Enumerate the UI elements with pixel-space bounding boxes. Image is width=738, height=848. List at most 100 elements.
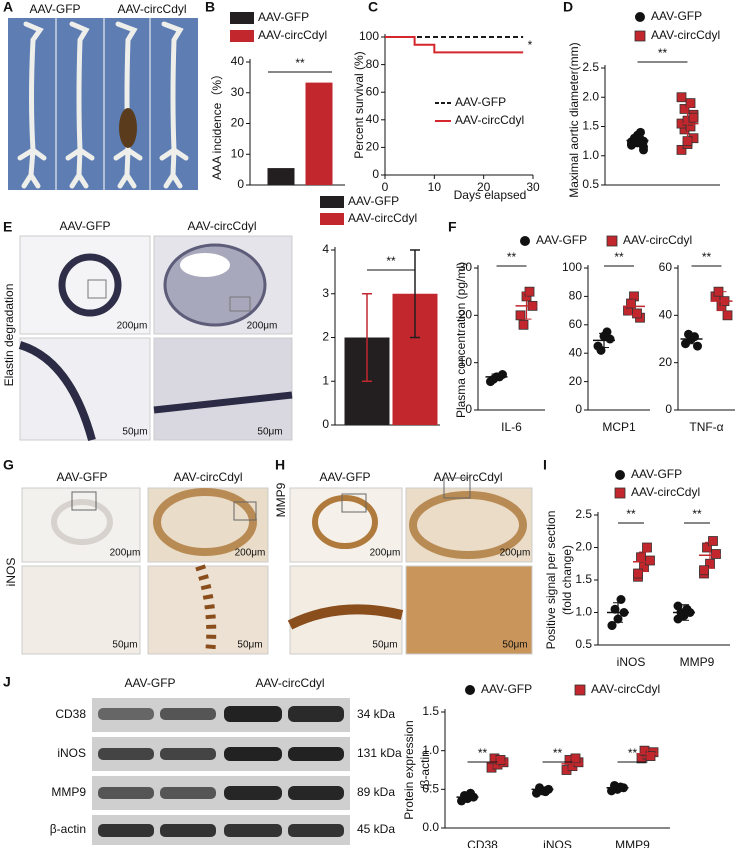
panel-letter: I bbox=[543, 457, 547, 473]
x-tick-label: 0 bbox=[382, 180, 389, 194]
vessel bbox=[409, 491, 527, 559]
y-tick-label: 3 bbox=[322, 286, 329, 300]
y-tick-label: 40 bbox=[659, 308, 673, 322]
y-tick-label: 30 bbox=[459, 260, 473, 274]
panel-letters: A B C D E F G H I J bbox=[3, 0, 573, 690]
legend-swatch bbox=[520, 236, 530, 246]
photo-panel-a: AAV-GFP AAV-circCdyl bbox=[8, 2, 198, 190]
y-tick-label: 2.0 bbox=[575, 540, 592, 554]
line bbox=[385, 36, 524, 54]
x-tick-label: CD38 bbox=[467, 838, 498, 848]
legend-swatch bbox=[614, 487, 626, 499]
y-tick-label: 0 bbox=[575, 402, 582, 416]
photo-panel-g: AAV-GFP AAV-circCdyl iNOS 200μm 200μm 50… bbox=[4, 470, 269, 655]
vessel bbox=[51, 499, 113, 545]
bar bbox=[305, 82, 333, 185]
blot-row-label: CD38 bbox=[55, 707, 86, 721]
side-label: MMP9 bbox=[274, 482, 288, 517]
legend-label: AAV-GFP bbox=[631, 467, 682, 481]
y-tick-label: 30 bbox=[231, 85, 245, 99]
data-point bbox=[693, 341, 702, 351]
y-tick-label: 0 bbox=[237, 177, 244, 191]
y-tick-label: 2.0 bbox=[582, 89, 599, 103]
x-tick-label: 10 bbox=[428, 180, 442, 194]
panel-letter: F bbox=[448, 219, 457, 235]
bar bbox=[267, 168, 295, 185]
y-axis-label: (fold change) bbox=[560, 545, 574, 615]
data-point bbox=[515, 310, 526, 321]
panel-letter: J bbox=[3, 674, 11, 690]
photo-panel-h: AAV-GFP AAV-circCdyl MMP9 200μm 200μm 50… bbox=[274, 470, 533, 655]
group-label: AAV-GFP bbox=[29, 2, 80, 16]
photo bbox=[19, 235, 151, 335]
x-tick-label: 30 bbox=[526, 180, 540, 194]
y-tick-label: 40 bbox=[569, 345, 583, 359]
legend-label: AAV-circCdyl bbox=[651, 28, 720, 42]
zoom-box bbox=[443, 477, 471, 499]
y-tick-label: 10 bbox=[459, 355, 473, 369]
significance-label: ** bbox=[702, 250, 712, 264]
y-tick-label: 20 bbox=[366, 140, 380, 154]
blot-bands bbox=[98, 706, 344, 837]
y-tick-label: 1.5 bbox=[422, 704, 439, 718]
y-tick-label: 80 bbox=[366, 57, 380, 71]
panel-letter: A bbox=[3, 0, 13, 15]
vessel bbox=[312, 495, 378, 549]
group-label: AAV-GFP bbox=[56, 470, 107, 484]
x-tick-label: IL-6 bbox=[501, 420, 522, 434]
x-tick-label: MMP9 bbox=[680, 655, 715, 669]
y-tick-label: 100 bbox=[562, 260, 582, 274]
legend-label: AAV-circCdyl bbox=[591, 682, 660, 696]
legend-label: AAV-circCdyl bbox=[348, 211, 417, 225]
y-axis-label: Positive signal per section bbox=[544, 511, 558, 650]
y-tick-label: 1.5 bbox=[575, 572, 592, 586]
scale-bar: 200μm bbox=[370, 548, 401, 559]
photo-panel-e: AAV-GFP AAV-circCdyl Elastin degradation… bbox=[2, 219, 293, 442]
panel-letter: C bbox=[368, 0, 378, 15]
legend-label: AAV-circCdyl bbox=[623, 233, 692, 247]
data-point bbox=[673, 601, 683, 611]
data-point bbox=[685, 98, 696, 108]
legend-label: AAV-GFP bbox=[348, 194, 399, 208]
data-point bbox=[711, 549, 721, 559]
legend-label: AAV-GFP bbox=[536, 233, 587, 247]
y-tick-label: 20 bbox=[231, 116, 245, 130]
legend-label: AAV-circCdyl bbox=[258, 28, 327, 42]
aortas bbox=[17, 21, 189, 189]
y-axis-label: Maximal aortic diameter(mm) bbox=[567, 42, 581, 197]
scale-bar: 50μm bbox=[237, 640, 262, 651]
x-axis-label: Days elapsed bbox=[454, 188, 527, 202]
significance-label: ** bbox=[626, 507, 636, 521]
y-tick-label: 1.0 bbox=[582, 148, 599, 162]
stain bbox=[287, 604, 404, 630]
data-point bbox=[699, 565, 709, 576]
group-label: AAV-circCdyl bbox=[433, 470, 502, 484]
scale-bar: 200μm bbox=[117, 321, 148, 332]
significance-label: ** bbox=[628, 746, 638, 760]
data-point bbox=[466, 788, 475, 798]
y-tick-label: 0.5 bbox=[582, 177, 599, 191]
group-label: AAV-GFP bbox=[319, 470, 370, 484]
blot-size-label: 34 kDa bbox=[357, 707, 395, 721]
data-point bbox=[645, 751, 656, 761]
group-label: AAV-GFP bbox=[59, 219, 110, 233]
y-tick-label: 1.0 bbox=[422, 743, 439, 757]
y-tick-label: 0.0 bbox=[422, 820, 439, 834]
data-point bbox=[708, 536, 718, 546]
y-tick-label: 4 bbox=[322, 242, 329, 256]
y-tick-label: 10 bbox=[231, 146, 245, 160]
legend-swatch bbox=[615, 470, 625, 480]
data-point bbox=[722, 310, 733, 321]
data-point bbox=[639, 745, 650, 756]
vessel-wall bbox=[153, 391, 293, 414]
data-point bbox=[642, 542, 652, 553]
zoom-box bbox=[341, 493, 367, 513]
y-tick-label: 2.5 bbox=[582, 60, 599, 74]
data-point bbox=[616, 782, 625, 792]
y-tick-label: 20 bbox=[459, 308, 473, 322]
scale-bar: 50μm bbox=[257, 427, 282, 438]
y-tick-label: 2 bbox=[322, 330, 329, 344]
significance-label: ** bbox=[386, 254, 396, 268]
y-tick-label: 60 bbox=[569, 317, 583, 331]
data-point bbox=[518, 319, 529, 330]
